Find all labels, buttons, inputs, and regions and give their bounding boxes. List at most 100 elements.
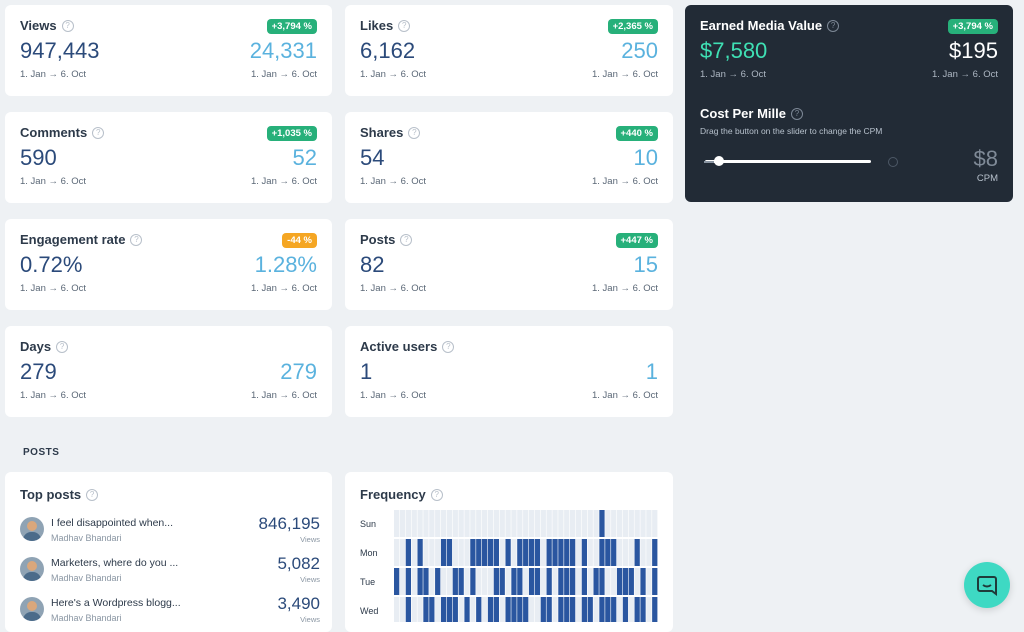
card-title: Comments? [20, 125, 105, 140]
heatmap-cell [405, 597, 411, 622]
avatar [20, 597, 44, 621]
card-title: Posts? [360, 232, 413, 247]
heatmap-cell [616, 539, 623, 566]
date-range-right: 1. Jan → 6. Oct [251, 176, 317, 187]
heatmap-cell [587, 597, 593, 622]
heatmap-cell [517, 568, 523, 595]
heatmap-cell [652, 539, 658, 566]
date-range-right: 1. Jan → 6. Oct [592, 69, 658, 80]
post-author: Madhav Bhandari [51, 533, 122, 543]
help-icon[interactable]: ? [827, 19, 840, 32]
heatmap-cell [435, 597, 441, 622]
heatmap-cell [470, 539, 476, 566]
help-icon[interactable]: ? [442, 340, 455, 353]
heatmap-cell [611, 539, 617, 566]
heatmap-cell [499, 568, 505, 595]
help-icon[interactable]: ? [86, 488, 99, 501]
heatmap-cell [482, 568, 488, 595]
card-title-text: Views [20, 18, 57, 33]
help-icon[interactable]: ? [398, 19, 411, 32]
heatmap-cell [452, 539, 458, 566]
stat-card-likes: Likes? +2,365 % 6,162 250 1. Jan → 6. Oct 1. … [345, 5, 673, 96]
date-range-right: 1. Jan → 6. Oct [592, 390, 658, 401]
heatmap-cell [417, 539, 423, 566]
primary-value: 82 [360, 252, 385, 277]
stat-card-shares: Shares? +440 % 54 10 1. Jan → 6. Oct 1. Jan →… [345, 112, 673, 203]
heatmap-cell [528, 510, 535, 537]
heatmap-cell [552, 597, 558, 622]
heatmap-cell [611, 568, 617, 595]
heatmap-cell [464, 597, 470, 622]
card-title: Frequency ? [360, 487, 443, 502]
card-title: Earned Media Value ? [700, 18, 840, 33]
heatmap-cell [493, 510, 499, 537]
card-title-text: Frequency [360, 487, 426, 502]
heatmap-cell [605, 597, 611, 622]
heatmap-cell [581, 539, 587, 566]
slider-settings-icon[interactable] [888, 157, 898, 167]
heatmap-cell [464, 568, 470, 595]
heatmap-cell [487, 597, 494, 622]
frequency-heatmap [394, 510, 658, 622]
change-badge: +2,365 % [607, 19, 658, 34]
heatmap-cell [499, 510, 505, 537]
heatmap-cell [634, 568, 640, 595]
heatmap-cell [446, 510, 453, 537]
stat-card-views: Views? +3,794 % 947,443 24,331 1. Jan → 6. O… [5, 5, 332, 96]
heatmap-cell [458, 539, 464, 566]
heatmap-cell [435, 568, 441, 595]
heatmap-cell [575, 539, 582, 566]
heatmap-cell [411, 597, 417, 622]
card-title: Shares? [360, 125, 421, 140]
chat-button[interactable] [964, 562, 1010, 608]
primary-value: 279 [20, 359, 57, 384]
post-title[interactable]: Marketers, where do you ... [51, 557, 179, 569]
posts-section-label: POSTS [23, 447, 60, 458]
heatmap-cell [405, 510, 411, 537]
heatmap-cell [622, 510, 629, 537]
date-range-right: 1. Jan → 6. Oct [592, 176, 658, 187]
heatmap-cell [458, 510, 464, 537]
heatmap-cell [482, 510, 488, 537]
heatmap-cell [646, 539, 652, 566]
help-icon[interactable]: ? [61, 19, 74, 32]
heatmap-cell [628, 568, 634, 595]
heatmap-cell [587, 510, 593, 537]
heatmap-cell [405, 568, 411, 595]
heatmap-cell [593, 539, 599, 566]
card-title-text: Earned Media Value [700, 18, 823, 33]
heatmap-cell [505, 510, 511, 537]
heatmap-cell [458, 568, 464, 595]
help-icon[interactable]: ? [92, 126, 105, 139]
list-item[interactable]: I feel disappointed when... Madhav Bhanda… [20, 514, 320, 547]
heatmap-cell [458, 597, 464, 622]
heatmap-cell [446, 539, 453, 566]
secondary-value: 1.28% [254, 252, 317, 277]
heatmap-cell [599, 597, 605, 622]
list-item[interactable]: Marketers, where do you ... Madhav Bhanda… [20, 554, 320, 587]
help-icon[interactable]: ? [400, 233, 413, 246]
date-range-right: 1. Jan → 6. Oct [932, 69, 998, 80]
heatmap-cell [505, 597, 511, 622]
cpm-slider-handle[interactable] [713, 156, 724, 166]
help-icon[interactable]: ? [430, 488, 443, 501]
list-item[interactable]: Here's a Wordpress blogg... Madhav Bhanda… [20, 594, 320, 627]
help-icon[interactable]: ? [130, 233, 143, 246]
help-icon[interactable]: ? [408, 126, 421, 139]
post-title[interactable]: I feel disappointed when... [51, 517, 174, 529]
help-icon[interactable]: ? [790, 107, 803, 120]
heatmap-cell [552, 568, 558, 595]
heatmap-cell [523, 539, 529, 566]
cpm-slider-track[interactable] [705, 160, 871, 163]
heatmap-cell [540, 539, 546, 566]
cpm-title-text: Cost Per Mille [700, 106, 786, 121]
post-title[interactable]: Here's a Wordpress blogg... [51, 597, 181, 609]
help-icon[interactable]: ? [56, 340, 69, 353]
date-range-left: 1. Jan → 6. Oct [20, 283, 86, 294]
heatmap-cell [482, 539, 488, 566]
stat-card-comments: Comments? +1,035 % 590 52 1. Jan → 6. Oct 1. … [5, 112, 332, 203]
heatmap-cell [540, 568, 546, 595]
heatmap-cell [622, 568, 629, 595]
change-badge: +3,794 % [947, 19, 998, 34]
heatmap-cell [440, 597, 447, 622]
